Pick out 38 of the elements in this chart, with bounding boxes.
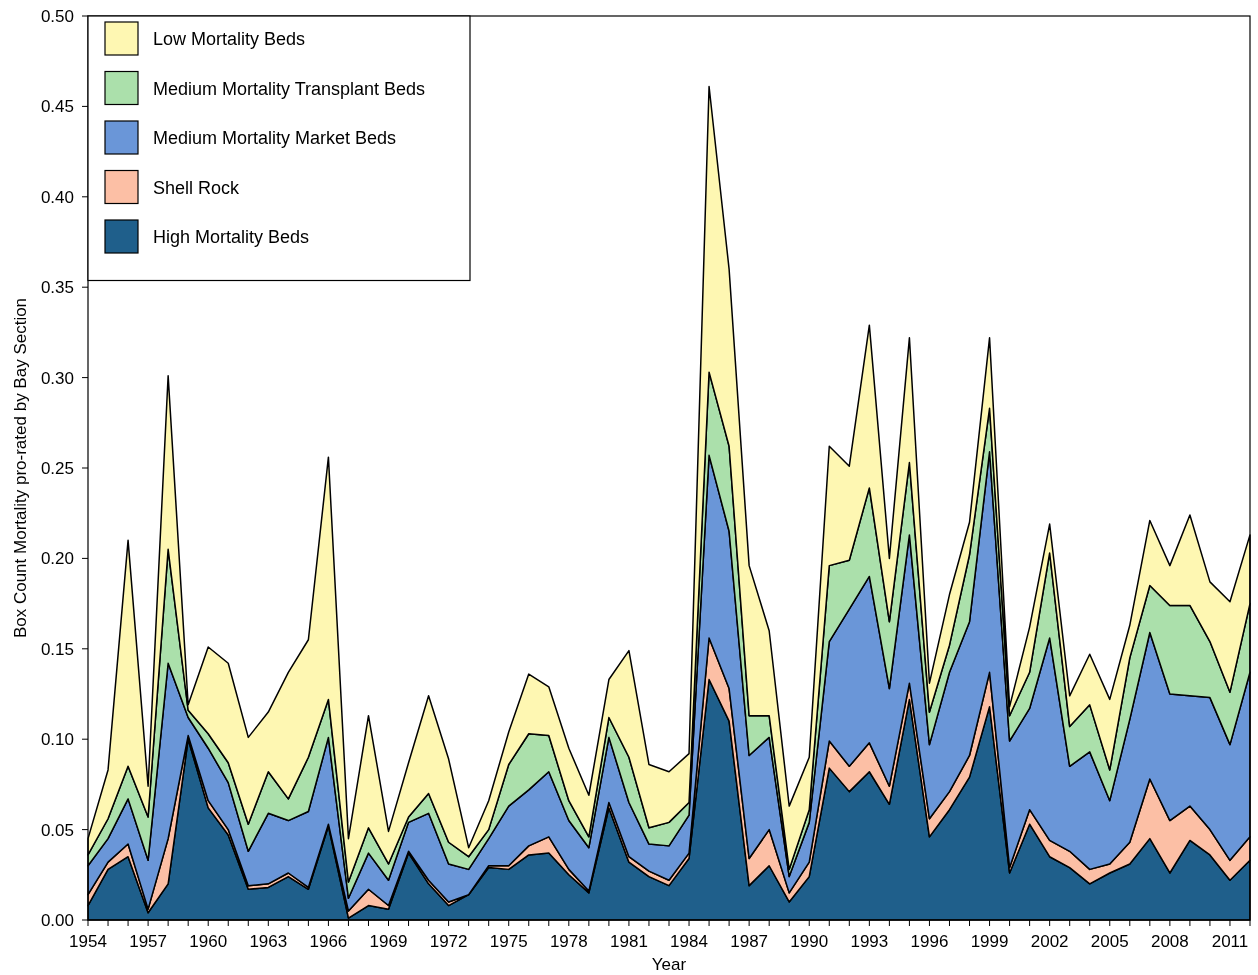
x-tick-label: 1981 <box>610 932 648 951</box>
y-tick-label: 0.25 <box>40 458 74 478</box>
x-tick-label: 1954 <box>69 932 107 951</box>
x-tick-label: 2008 <box>1150 932 1189 951</box>
x-tick-label: 1999 <box>970 932 1009 951</box>
x-tick-label: 1963 <box>249 932 288 951</box>
legend-label: Medium Mortality Market Beds <box>153 128 397 149</box>
y-axis-title: Box Count Mortality pro-rated by Bay Section <box>11 297 30 639</box>
y-tick-label: 0.10 <box>40 730 74 750</box>
x-tick-label: 1969 <box>369 932 408 951</box>
x-tick-label: 1972 <box>429 932 468 951</box>
legend-label: Medium Mortality Transplant Beds <box>153 78 426 99</box>
x-tick-label: 1993 <box>850 932 889 951</box>
x-tick-label: 1957 <box>129 932 168 951</box>
y-tick-label: 0.00 <box>40 910 74 930</box>
x-tick-label: 1966 <box>309 932 348 951</box>
x-tick-label: 1990 <box>790 932 829 951</box>
y-tick-label: 0.50 <box>40 6 74 26</box>
x-axis-title: Year <box>651 955 687 974</box>
x-tick-label: 1975 <box>489 932 528 951</box>
x-tick-label: 2002 <box>1030 932 1069 951</box>
y-tick-label: 0.20 <box>40 549 74 569</box>
y-tick-label: 0.40 <box>40 187 74 207</box>
x-tick-label: 1978 <box>549 932 588 951</box>
y-tick-label: 0.05 <box>40 820 74 840</box>
legend-label: Low Mortality Beds <box>153 29 306 50</box>
x-tick-label: 1996 <box>910 932 949 951</box>
legend-label: Shell Rock <box>153 177 241 198</box>
y-tick-label: 0.35 <box>40 278 74 298</box>
x-tick-label: 1960 <box>189 932 228 951</box>
y-tick-label: 0.30 <box>40 368 74 388</box>
legend-label: High Mortality Beds <box>153 227 310 248</box>
x-tick-label: 1987 <box>730 932 769 951</box>
x-tick-label: 2005 <box>1090 932 1129 951</box>
y-tick-label: 0.15 <box>40 639 74 659</box>
x-tick-label: 2011 <box>1211 932 1249 951</box>
y-tick-label: 0.45 <box>40 97 74 117</box>
x-tick-label: 1984 <box>670 932 708 951</box>
